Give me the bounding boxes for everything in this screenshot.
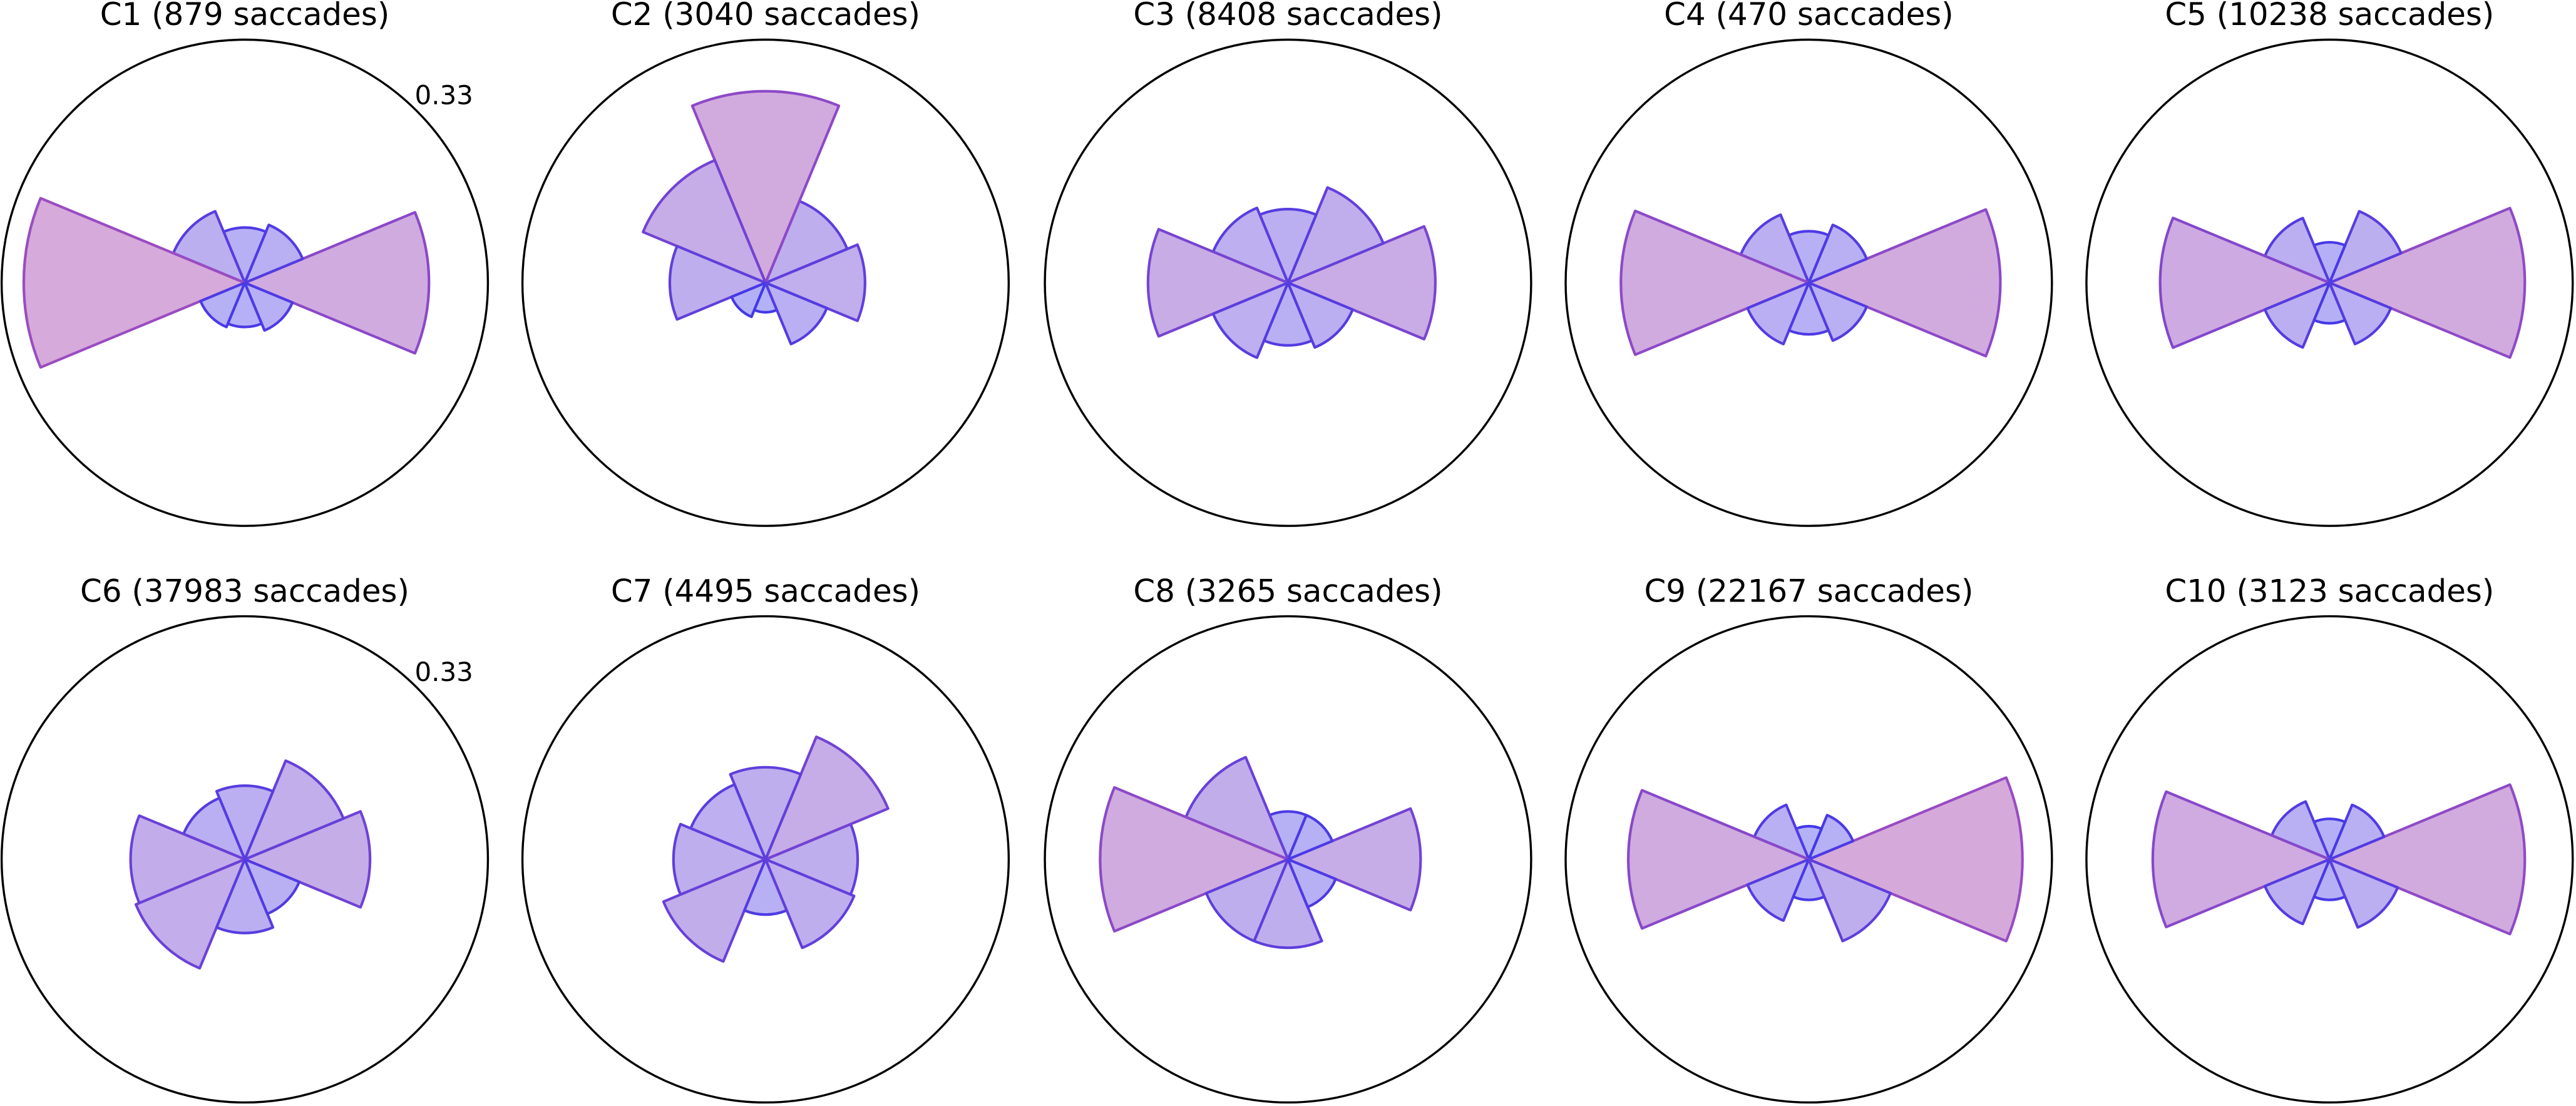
sector xyxy=(764,822,860,896)
sector xyxy=(243,281,294,332)
subplot-title: C2 (3040 saccades) xyxy=(611,0,920,33)
sector xyxy=(1286,225,1437,341)
sector xyxy=(215,784,275,861)
sector xyxy=(764,281,828,346)
sector xyxy=(2263,217,2331,284)
sector xyxy=(134,858,247,970)
outer-circle xyxy=(1564,38,2053,527)
subplot-title: C6 (37983 saccades) xyxy=(80,573,409,609)
sector xyxy=(22,197,247,369)
sector xyxy=(1286,858,1337,909)
sector xyxy=(172,210,247,284)
sector xyxy=(1807,208,2002,357)
sector xyxy=(1184,755,1290,861)
sector xyxy=(1807,858,1892,943)
sector xyxy=(2328,210,2403,284)
sector xyxy=(199,281,247,329)
sector xyxy=(1746,858,1810,922)
sector xyxy=(2328,858,2399,929)
sector xyxy=(1146,228,1290,338)
sector xyxy=(1258,208,1318,284)
sector xyxy=(1253,858,1323,950)
outer-circle xyxy=(2085,38,2574,527)
sector xyxy=(1807,223,1868,284)
subplot-title: C8 (3265 saccades) xyxy=(1133,573,1442,609)
sector xyxy=(1286,807,1422,912)
outer-circle xyxy=(1044,615,1532,1104)
sector xyxy=(2263,858,2331,926)
sector xyxy=(689,783,767,861)
outer-circle xyxy=(1044,38,1532,527)
sector xyxy=(1739,213,1810,284)
sector xyxy=(764,243,866,322)
sector xyxy=(662,858,767,963)
sector xyxy=(1627,789,1810,930)
r-tick-label: 0.33 xyxy=(414,657,473,687)
sector xyxy=(2328,783,2527,936)
sector xyxy=(1619,209,1810,356)
subplot-title: C4 (470 saccades) xyxy=(1664,0,1954,33)
outer-circle xyxy=(2085,615,2574,1104)
sector xyxy=(764,200,849,284)
sector xyxy=(2328,803,2386,861)
sector xyxy=(1746,281,1810,346)
sector xyxy=(1211,207,1290,284)
sector xyxy=(2328,281,2393,346)
sector xyxy=(1807,814,1855,861)
subplot-title: C7 (4495 saccades) xyxy=(611,573,920,609)
subplot-title: C9 (22167 saccades) xyxy=(1644,573,1973,609)
outer-circle xyxy=(1564,615,2053,1104)
sector xyxy=(129,814,247,904)
sector xyxy=(764,735,890,861)
sector xyxy=(2158,217,2331,349)
sector xyxy=(668,245,767,321)
sector xyxy=(2263,281,2331,349)
sector xyxy=(1204,858,1290,943)
sector xyxy=(243,858,301,916)
sector xyxy=(729,765,803,861)
sector xyxy=(182,796,247,861)
sector xyxy=(1286,281,1354,349)
sector xyxy=(1211,281,1290,359)
sector xyxy=(690,90,841,284)
sector xyxy=(243,759,345,861)
sector xyxy=(730,281,767,319)
sector xyxy=(2270,800,2331,861)
sector xyxy=(642,158,767,284)
sector xyxy=(1807,776,2024,943)
sector xyxy=(672,822,767,896)
subplot-title: C3 (8408 saccades) xyxy=(1133,0,1442,33)
sector xyxy=(1263,281,1313,347)
sector xyxy=(1286,186,1385,284)
sector xyxy=(1753,803,1810,861)
r-tick-label: 0.33 xyxy=(414,80,473,111)
outer-circle xyxy=(521,615,1010,1104)
sector xyxy=(1099,786,1290,933)
sector xyxy=(2151,790,2331,929)
outer-circle xyxy=(0,615,490,1104)
subplot-title: C10 (3123 saccades) xyxy=(2165,573,2494,609)
sector xyxy=(243,223,304,284)
sector xyxy=(2328,207,2527,359)
subplot-title: C5 (10238 saccades) xyxy=(2165,0,2494,33)
outer-circle xyxy=(521,38,1010,527)
sector xyxy=(1807,281,1868,342)
outer-circle xyxy=(0,38,490,527)
sector xyxy=(243,211,431,355)
subplot-title: C1 (879 saccades) xyxy=(100,0,390,33)
sector xyxy=(243,810,372,909)
sector xyxy=(215,858,275,934)
sector xyxy=(764,858,856,950)
